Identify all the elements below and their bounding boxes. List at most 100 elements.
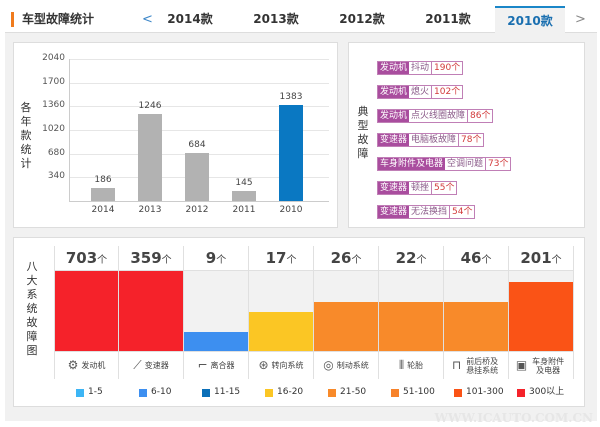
x-tick-label: 2014 <box>91 205 115 215</box>
legend-swatch <box>265 388 273 397</box>
typical-fault-item[interactable]: 变速器 顿挫 55个 <box>377 181 458 195</box>
system-column[interactable]: 703个 ⚙ 发动机 <box>54 246 119 379</box>
system-bar-area <box>444 271 508 351</box>
fault-name: 空调问题 <box>445 158 487 170</box>
fault-system: 变速器 <box>378 206 410 218</box>
count-unit: 个 <box>351 255 362 266</box>
system-name: 发动机 <box>81 361 106 370</box>
fault-system: 变速器 <box>378 182 410 194</box>
prev-arrow-button[interactable]: < <box>142 12 153 27</box>
system-name: 制动系统 <box>336 361 369 370</box>
bar-2010[interactable] <box>279 104 303 201</box>
system-bar-area <box>314 271 378 351</box>
count-unit: 个 <box>97 255 108 266</box>
system-column[interactable]: 22个 ⦀ 轮胎 <box>379 246 444 379</box>
system-count: 359个 <box>119 246 183 271</box>
y-tick-label: 1700 <box>42 76 65 87</box>
legend-label: 11-15 <box>214 387 241 397</box>
system-label: ⊛ 转向系统 <box>249 351 313 379</box>
header: 车型故障统计 < 2014款 2013款 2012款 2011款 2010款 > <box>5 6 597 34</box>
fault-system: 发动机 <box>378 86 410 98</box>
tab-2012款[interactable]: 2012款 <box>339 12 385 26</box>
typical-fault-item[interactable]: 发动机 熄火 102个 <box>377 85 464 99</box>
bar-value-label: 1383 <box>279 91 303 102</box>
system-label: ⊓ 前后桥及悬挂系统 <box>444 351 508 379</box>
tire-icon: ⦀ <box>398 358 405 372</box>
widget-title: 车型故障统计 <box>11 12 94 27</box>
system-bar-area <box>379 271 443 351</box>
fault-count: 73个 <box>488 159 509 169</box>
legend-label: 21-50 <box>340 387 367 397</box>
x-tick-label: 2010 <box>279 205 303 215</box>
count-value: 359 <box>130 249 162 267</box>
system-count: 22个 <box>379 246 443 271</box>
steering-wheel-icon: ⊛ <box>258 358 269 372</box>
fault-system: 发动机 <box>378 62 410 74</box>
system-count: 9个 <box>184 246 248 271</box>
gridline <box>69 106 329 108</box>
legend-item: 11-15 <box>202 387 240 398</box>
tab-2013款[interactable]: 2013款 <box>253 12 299 26</box>
count-unit: 个 <box>551 255 562 266</box>
legend-item: 21-50 <box>328 387 366 398</box>
typical-fault-item[interactable]: 发动机 抖动 190个 <box>377 61 464 75</box>
fault-name: 顿挫 <box>409 182 433 194</box>
system-count: 26个 <box>314 246 378 271</box>
bar-2013[interactable] <box>138 114 162 201</box>
system-column[interactable]: 17个 ⊛ 转向系统 <box>249 246 314 379</box>
watermark: WWW.ICAUTO.COM.CN <box>434 411 593 425</box>
count-unit: 个 <box>286 255 297 266</box>
clutch-pedal-icon: ⌐ <box>197 358 208 372</box>
count-value: 201 <box>520 249 552 267</box>
typical-fault-item[interactable]: 车身附件及电器 空调问题 73个 <box>377 157 512 171</box>
fault-system: 车身附件及电器 <box>378 158 446 170</box>
system-label: ▣ 车身附件及电器 <box>509 351 573 379</box>
system-name: 轮胎 <box>407 361 424 370</box>
fault-system: 变速器 <box>378 134 410 146</box>
gridline <box>69 59 329 60</box>
system-column[interactable]: 26个 ◎ 制动系统 <box>314 246 379 379</box>
typical-fault-item[interactable]: 变速器 无法换挡 54个 <box>377 205 476 219</box>
fault-name: 熄火 <box>409 86 433 98</box>
fault-count: 190个 <box>434 63 461 73</box>
x-tick-label: 2013 <box>138 205 162 215</box>
fault-count: 102个 <box>434 87 461 97</box>
bar-2014[interactable] <box>91 188 115 201</box>
count-unit: 个 <box>416 255 427 266</box>
typical-fault-item[interactable]: 发动机 点火线圈故障 86个 <box>377 109 494 123</box>
systems-panel: 八大系统故障图 703个 ⚙ 发动机 359个 ⟋ 变速器 9个 ⌐ 离合器 17个 ⊛ 转向… <box>13 237 585 407</box>
system-column[interactable]: 201个 ▣ 车身附件及电器 <box>509 246 574 379</box>
legend-label: 300以上 <box>529 387 565 397</box>
legend-label: 1-5 <box>88 387 103 397</box>
tab-2011款[interactable]: 2011款 <box>425 12 471 26</box>
gridline <box>69 82 329 84</box>
system-column[interactable]: 359个 ⟋ 变速器 <box>119 246 184 379</box>
legend-item: 1-5 <box>76 387 103 398</box>
legend-item: 16-20 <box>265 387 303 398</box>
y-tick-label: 1360 <box>42 100 65 111</box>
bar-2011[interactable] <box>232 190 256 201</box>
bar-2012[interactable] <box>185 153 209 201</box>
system-label: ⌐ 离合器 <box>184 351 248 379</box>
legend-item: 6-10 <box>139 387 171 398</box>
next-arrow-button[interactable]: > <box>575 12 586 27</box>
count-value: 9 <box>205 249 217 267</box>
system-bar <box>314 302 378 351</box>
tab-2010款[interactable]: 2010款 <box>495 6 565 34</box>
typical-fault-item[interactable]: 变速器 电脑板故障 78个 <box>377 133 485 147</box>
gear-shift-icon: ⟋ <box>133 358 142 372</box>
system-column[interactable]: 46个 ⊓ 前后桥及悬挂系统 <box>444 246 509 379</box>
system-count: 201个 <box>509 246 573 271</box>
legend-swatch <box>328 388 336 397</box>
count-unit: 个 <box>216 255 227 266</box>
system-column[interactable]: 9个 ⌐ 离合器 <box>184 246 249 379</box>
system-bar-area <box>119 271 183 351</box>
legend-label: 51-100 <box>403 387 435 397</box>
system-count: 17个 <box>249 246 313 271</box>
fault-name: 点火线圈故障 <box>409 110 469 122</box>
y-axis-label: 各年款统计 <box>20 101 32 170</box>
system-name: 前后桥及悬挂系统 <box>466 356 499 375</box>
system-bar <box>55 271 118 351</box>
legend-label: 101-300 <box>466 387 504 397</box>
tab-2014款[interactable]: 2014款 <box>167 12 213 26</box>
